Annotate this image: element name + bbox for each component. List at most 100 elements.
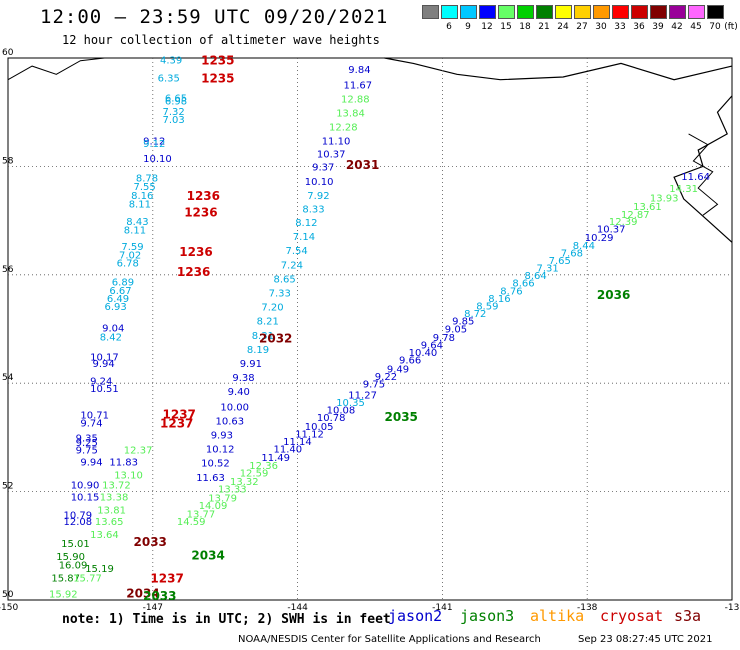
wave-height-value: 13.10 [114,471,143,482]
legend-swatch-3 [422,5,439,19]
pass-time-label: 1237 [150,572,183,586]
lat-tick-label: 54 [2,373,14,383]
legend-label-42: 42 [671,22,683,32]
wave-height-value: 8.16 [488,294,510,305]
wave-height-value: 9.85 [452,317,474,328]
wave-height-value: 7.20 [261,303,283,314]
wave-height-value: 11.67 [344,80,373,91]
legend-swatch-15 [498,5,515,19]
wave-height-value: 15.90 [56,552,85,563]
lon-tick-label: -150 [0,603,18,613]
wave-height-value: 13.32 [230,477,259,488]
wave-height-value: 10.00 [220,402,249,413]
wave-height-value: 13.72 [102,480,131,491]
wave-height-value: 13.38 [100,492,129,503]
wave-height-value: 14.09 [199,501,228,512]
lon-tick-label: -147 [143,603,163,613]
wave-height-value: 12.28 [329,123,358,134]
wave-height-value: 9.24 [90,376,112,387]
wave-height-value: 9.75 [363,380,385,391]
wave-height-value: 10.90 [71,480,100,491]
wave-height-value: 6.35 [158,73,180,84]
wave-height-value: 7.55 [134,182,156,193]
wave-height-value: 7.14 [293,232,315,243]
wave-height-value: 8.59 [476,302,498,313]
lon-tick-label: -138 [577,603,598,613]
pass-time-label: 1236 [184,205,217,219]
wave-height-value: 10.08 [327,406,356,417]
wave-height-value: 15.01 [61,539,90,550]
wave-height-value: 11.12 [295,429,324,440]
pass-time-label: 1237 [160,417,193,431]
wave-height-value: 6.98 [165,97,187,108]
lat-tick-label: 50 [2,590,14,600]
wave-height-value: 6.89 [112,278,134,289]
wave-height-value: 7.92 [307,191,329,202]
pass-time-label: 2034 [191,548,224,562]
wave-height-value: 9.78 [433,333,455,344]
wave-height-value: 9.84 [348,65,370,76]
legend-label-30: 30 [595,22,607,32]
wave-height-value: 7.65 [549,256,571,267]
legend-swatch-6 [441,5,458,19]
wave-height-value: 8.76 [500,286,522,297]
wave-height-value: 9.49 [387,364,409,375]
pass-time-label: 2033 [143,589,176,603]
satellite-altika: altika [530,607,585,625]
pass-time-label: 1236 [177,265,210,279]
legend-swatch-24 [555,5,572,19]
wave-height-value: 7.32 [163,107,185,118]
wave-height-value: 10.37 [317,150,346,161]
wave-height-value: 12.59 [240,468,269,479]
legend-swatch-18 [517,5,534,19]
wave-height-value: 8.33 [302,205,324,216]
pass-time-label: 2031 [346,158,379,172]
wave-height-value: 10.37 [597,225,626,236]
wave-height-value: 9.12 [143,137,165,148]
wave-height-value: 9.04 [102,324,124,335]
wave-height-value: 10.29 [585,233,614,244]
wave-height-value: 9.22 [375,372,397,383]
legend-swatch-39 [650,5,667,19]
pass-time-label: 1235 [201,71,234,85]
satellite-jason3: jason3 [460,607,515,625]
legend-swatch-21 [536,5,553,19]
legend-swatch-27 [574,5,591,19]
satellite-s3a: s3a [674,607,702,625]
wave-height-value: 10.63 [216,416,245,427]
wave-height-value: 9.74 [80,419,102,430]
legend-label-27: 27 [576,22,588,32]
wave-height-value: 12.08 [64,517,93,528]
wave-height-value: 8.43 [126,217,148,228]
satellite-jason2: jason2 [388,607,443,625]
wave-height-value: 9.66 [399,356,421,367]
lon-tick-label: -141 [432,603,452,613]
wave-height-value: 7.59 [121,242,143,253]
wave-height-value: 14.59 [177,517,206,528]
lon-tick-label: -144 [287,603,308,613]
legend-label-33: 33 [614,22,626,32]
wave-height-value: 8.65 [274,274,296,285]
footer-note: note: 1) Time is in UTC; 2) SWH is in fe… [62,612,391,627]
wave-height-value: 9.38 [232,373,254,384]
legend-label-9: 9 [465,22,471,32]
wave-height-value: 10.79 [64,511,93,522]
wave-height-value: 6.93 [105,302,127,313]
satellite-cryosat: cryosat [600,607,664,625]
wave-height-value: 13.81 [97,505,126,516]
legend-label-45: 45 [690,22,702,32]
wave-height-value: 12.36 [249,461,278,472]
wave-height-value: 11.49 [261,453,290,464]
legend-swatch-70 [707,5,724,19]
legend-label-21: 21 [538,22,550,32]
wave-height-value: 11.64 [681,172,710,183]
wave-height-value: 11.27 [348,390,377,401]
wave-height-value: 7.24 [281,260,303,271]
wave-height-value: 15.77 [73,574,102,585]
wave-height-value: 9.37 [312,163,334,174]
lat-tick-label: 58 [2,156,14,166]
coastline-panhandle [673,95,733,243]
wave-height-value: 8.12 [295,218,317,229]
wave-height-value: 15.92 [49,589,78,600]
